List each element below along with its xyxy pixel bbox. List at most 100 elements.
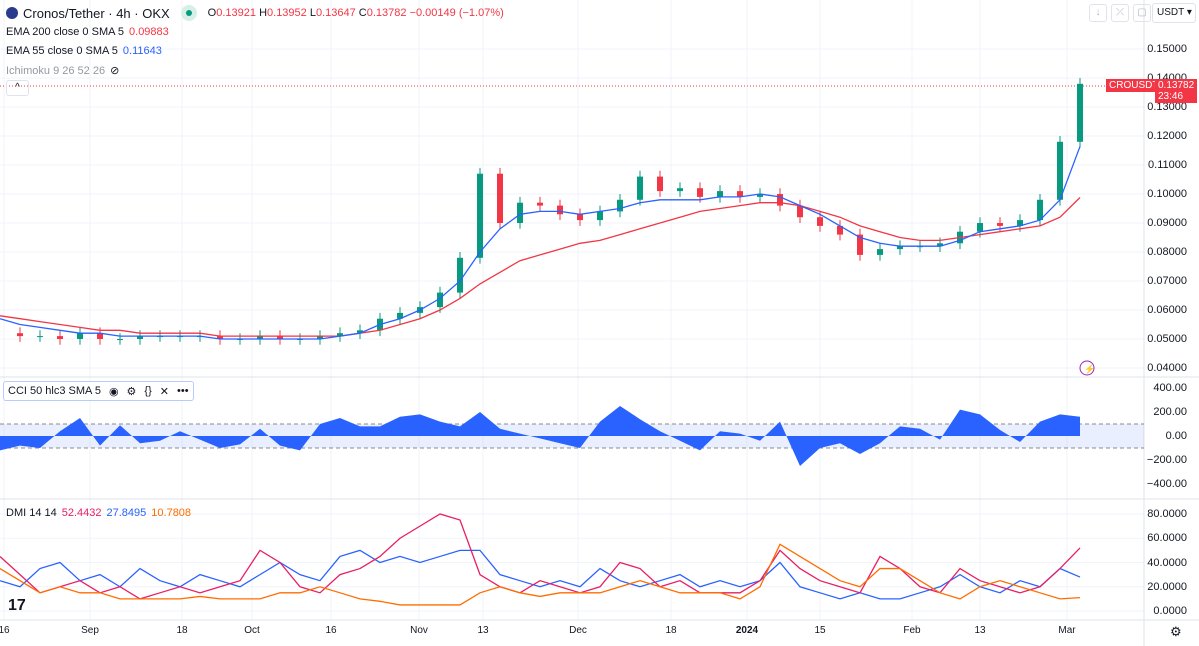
dmi-axis-label: 20.0000 — [1147, 580, 1187, 593]
time-axis-label: Mar — [1058, 625, 1076, 636]
adx-value: 10.7808 — [151, 507, 192, 519]
candle — [817, 217, 823, 226]
eye-hidden-icon[interactable]: ⊘ — [110, 65, 120, 77]
cci-legend[interactable]: CCI 50 hlc3 SMA 5 ◉ ⚙ {} ✕ ••• — [3, 381, 194, 401]
candle — [437, 292, 443, 308]
close-icon[interactable]: ✕ — [159, 385, 169, 398]
candle — [577, 214, 583, 221]
time-axis-label: 16 — [0, 625, 10, 636]
candle — [777, 194, 783, 206]
dmi-axis-label: 0.0000 — [1153, 605, 1187, 617]
time-axis-label: 13 — [477, 625, 489, 636]
price-axis-label: 0.12000 — [1147, 130, 1187, 142]
cci-axis-label: −400.00 — [1146, 478, 1187, 490]
candle — [537, 202, 543, 206]
candle — [617, 199, 623, 212]
price-axis-label: 0.07000 — [1147, 275, 1187, 287]
eye-icon[interactable]: ◉ — [108, 385, 119, 398]
candle — [37, 336, 43, 338]
time-axis-label: Dec — [569, 625, 587, 636]
time-axis-label: 15 — [814, 625, 826, 636]
cci-axis-label: 0.00 — [1165, 430, 1187, 442]
tradingview-logo[interactable]: 17 — [8, 597, 26, 614]
candle — [457, 257, 463, 293]
dmi-axis-label: 80.0000 — [1147, 508, 1187, 520]
time-axis-label: 16 — [325, 625, 337, 636]
candle — [1037, 199, 1043, 221]
candle — [497, 173, 503, 223]
candle — [517, 202, 523, 223]
symbol-legend: Cronos/Tether · 4h · OKX O0.13921 H0.139… — [6, 5, 504, 21]
candle — [357, 330, 363, 334]
time-axis-label: 13 — [974, 625, 986, 636]
candle — [837, 225, 843, 235]
candle — [697, 188, 703, 197]
settings-icon[interactable]: ⚙ — [126, 385, 137, 398]
cci-axis-label: 200.00 — [1153, 406, 1187, 418]
candle — [677, 188, 683, 192]
open-value: 0.13921 — [216, 7, 256, 19]
low-value: 0.13647 — [315, 7, 356, 19]
ema200-value: 0.09883 — [129, 26, 169, 38]
price-axis-label: 0.04000 — [1147, 362, 1187, 374]
candle — [217, 336, 223, 339]
candle — [937, 243, 943, 247]
candle — [57, 336, 63, 339]
time-axis-label: 18 — [176, 625, 188, 636]
cronos-logo-icon — [6, 7, 18, 19]
ema200-legend[interactable]: EMA 200 close 0 SMA 5 0.09883 — [6, 26, 169, 38]
symbol-title[interactable]: Cronos/Tether · 4h · OKX — [23, 5, 170, 21]
ichimoku-legend[interactable]: Ichimoku 9 26 52 26 ⊘ — [6, 64, 120, 78]
ema55-legend[interactable]: EMA 55 close 0 SMA 5 0.11643 — [6, 45, 162, 57]
candle — [897, 246, 903, 250]
source-code-icon[interactable]: {} — [144, 385, 152, 397]
candle — [757, 194, 763, 197]
cci-axis-label: −200.00 — [1146, 454, 1187, 466]
candle — [557, 205, 563, 215]
candle — [797, 205, 803, 218]
candle — [17, 333, 23, 337]
price-axis-label: 0.08000 — [1147, 246, 1187, 258]
candle — [257, 336, 263, 339]
price-axis-label: 0.15000 — [1147, 43, 1187, 55]
fullscreen-icon[interactable]: ▢ — [1133, 4, 1151, 22]
last-price-tag: 0.13782 23:46 — [1155, 79, 1198, 103]
price-axis-label: 0.06000 — [1147, 304, 1187, 316]
change-value: −0.00149 (−1.07%) — [409, 7, 504, 19]
svg-text:⚡: ⚡ — [1084, 363, 1095, 375]
close-value: 0.13782 — [366, 7, 407, 19]
candle — [317, 336, 323, 339]
adx-line — [0, 543, 1081, 606]
dmi-axis-label: 60.0000 — [1147, 532, 1187, 545]
settings-icon[interactable]: ⚙ — [1170, 624, 1182, 639]
collapse-icon[interactable]: ⤫ — [1111, 4, 1129, 22]
download-icon[interactable]: ↓ — [1089, 4, 1107, 22]
cci-area — [0, 406, 1080, 466]
candle — [737, 191, 743, 197]
candle — [657, 176, 663, 192]
price-axis-label: 0.13000 — [1147, 101, 1187, 113]
candle — [1077, 83, 1083, 142]
lightning-icon[interactable] — [1079, 360, 1095, 376]
candle — [397, 312, 403, 319]
market-open-icon — [180, 5, 197, 21]
price-axis-label: 0.11000 — [1148, 159, 1187, 171]
time-axis-label: Nov — [410, 625, 428, 636]
ema55-value: 0.11643 — [122, 45, 162, 57]
dmi-legend[interactable]: DMI 14 14 52.4432 27.8495 10.7808 — [6, 507, 192, 519]
candle — [97, 333, 103, 339]
more-icon[interactable]: ••• — [177, 385, 189, 397]
currency-select[interactable]: USDT ▾ — [1152, 3, 1196, 23]
candle — [997, 223, 1003, 226]
collapse-legend-button[interactable]: ^ — [6, 80, 29, 96]
candle — [137, 336, 143, 339]
candle — [277, 336, 283, 339]
price-axis-label: 0.05000 — [1147, 333, 1187, 345]
candle — [1057, 141, 1063, 200]
price-axis-label: 0.10000 — [1147, 188, 1187, 200]
candle — [717, 191, 723, 197]
candle — [1017, 220, 1023, 226]
time-axis-label: Sep — [81, 625, 99, 636]
time-axis-label: Feb — [903, 625, 921, 636]
